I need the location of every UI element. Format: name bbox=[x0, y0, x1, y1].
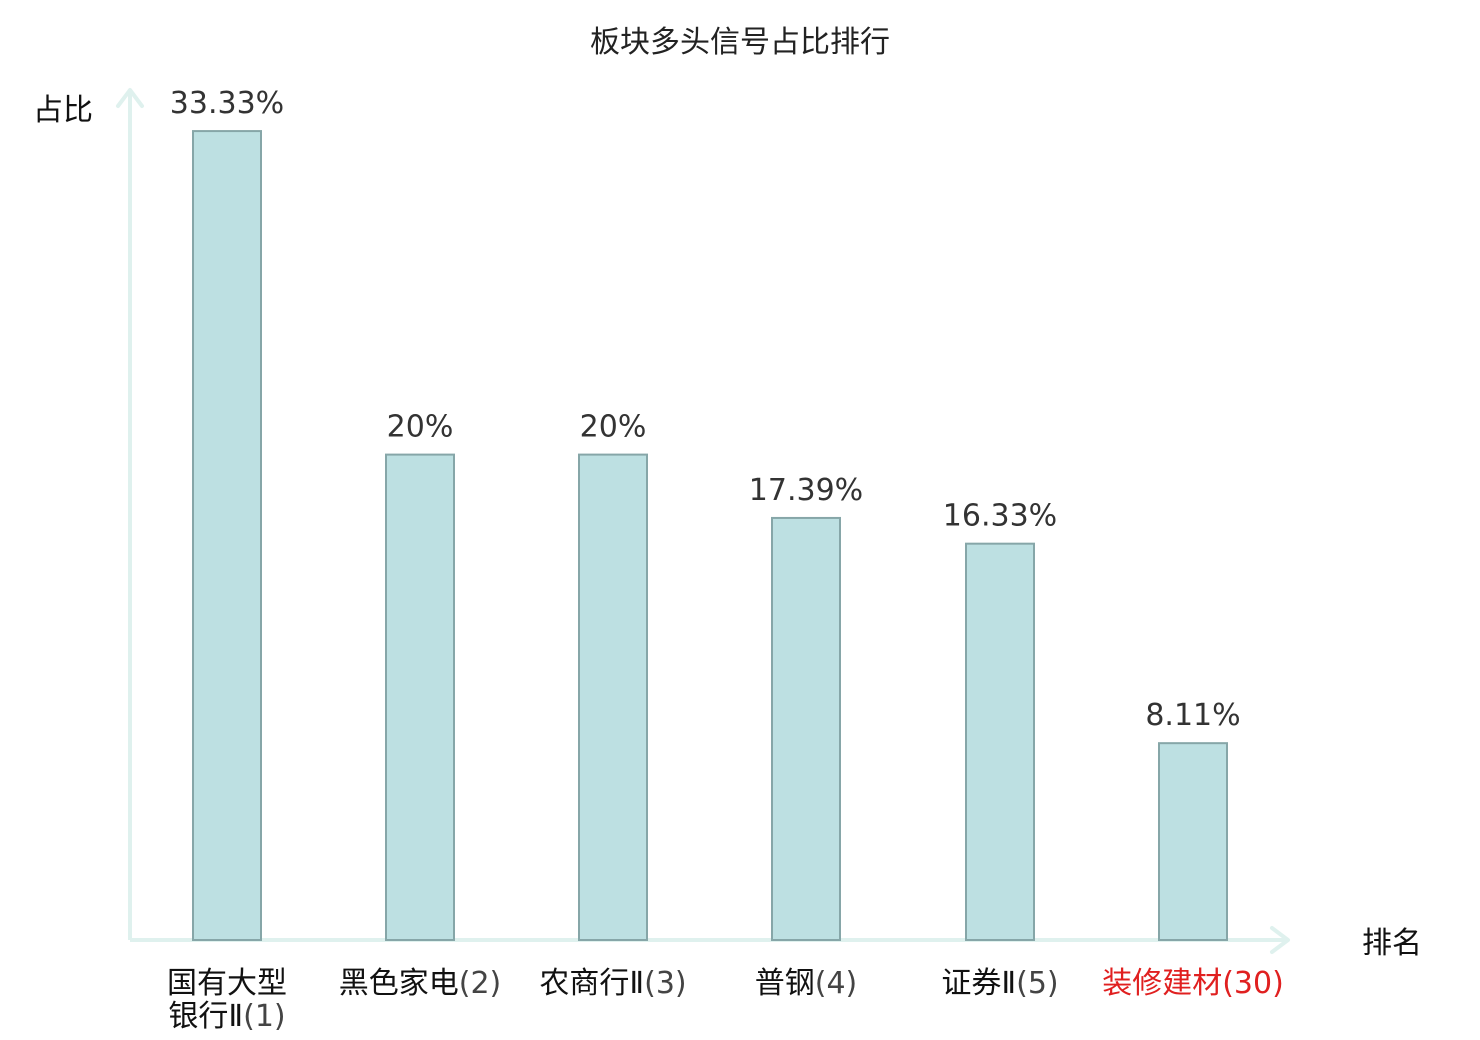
bar bbox=[192, 130, 262, 942]
bar-value-label: 8.11% bbox=[1145, 698, 1240, 733]
bar-value-label: 20% bbox=[580, 410, 647, 445]
category-name: 农商行Ⅱ bbox=[539, 966, 644, 1001]
value-labels: 33.33% 20% 20% 17.39% 16.33% 8.11% bbox=[170, 86, 1241, 733]
y-axis-arrow bbox=[116, 88, 144, 108]
bar bbox=[385, 453, 455, 941]
bar-value-label: 20% bbox=[387, 410, 454, 445]
category-rank: (30) bbox=[1222, 966, 1284, 1001]
category-rank: (2) bbox=[459, 966, 502, 1001]
chart-title: 板块多头信号占比排行 bbox=[590, 25, 890, 60]
category-label: 银行Ⅱ(1) bbox=[168, 999, 285, 1034]
category-name: 普钢 bbox=[755, 966, 815, 1001]
category-name: 银行Ⅱ bbox=[168, 999, 243, 1034]
bars bbox=[192, 130, 1228, 942]
category-label: 普钢(4) bbox=[755, 966, 858, 1001]
category-label: 装修建材(30) bbox=[1102, 966, 1284, 1001]
bar-value-label: 33.33% bbox=[170, 86, 284, 121]
category-name: 黑色家电 bbox=[339, 966, 459, 1001]
category-name: 装修建材 bbox=[1102, 966, 1222, 1001]
x-axis-arrow bbox=[1270, 926, 1290, 954]
category-name: 证券Ⅱ bbox=[941, 966, 1016, 1001]
bar bbox=[1158, 742, 1228, 941]
category-label: 证券Ⅱ(5) bbox=[941, 966, 1058, 1001]
category-rank: (1) bbox=[243, 999, 286, 1034]
x-axis-label: 排名 bbox=[1362, 926, 1422, 961]
category-label: 黑色家电(2) bbox=[339, 966, 502, 1001]
bar-value-label: 17.39% bbox=[749, 473, 863, 508]
category-rank: (5) bbox=[1016, 966, 1059, 1001]
category-label: 农商行Ⅱ(3) bbox=[539, 966, 686, 1001]
category-name: 国有大型 bbox=[167, 966, 287, 1001]
category-label: 国有大型 bbox=[167, 966, 287, 1001]
axes: 占比 排名 bbox=[33, 88, 1422, 961]
category-rank: (3) bbox=[644, 966, 687, 1001]
category-rank: (4) bbox=[815, 966, 858, 1001]
bar-value-label: 16.33% bbox=[943, 499, 1057, 534]
bar bbox=[965, 542, 1035, 941]
bar bbox=[578, 453, 648, 941]
bar bbox=[771, 516, 841, 941]
y-axis-label: 占比 bbox=[33, 93, 93, 128]
